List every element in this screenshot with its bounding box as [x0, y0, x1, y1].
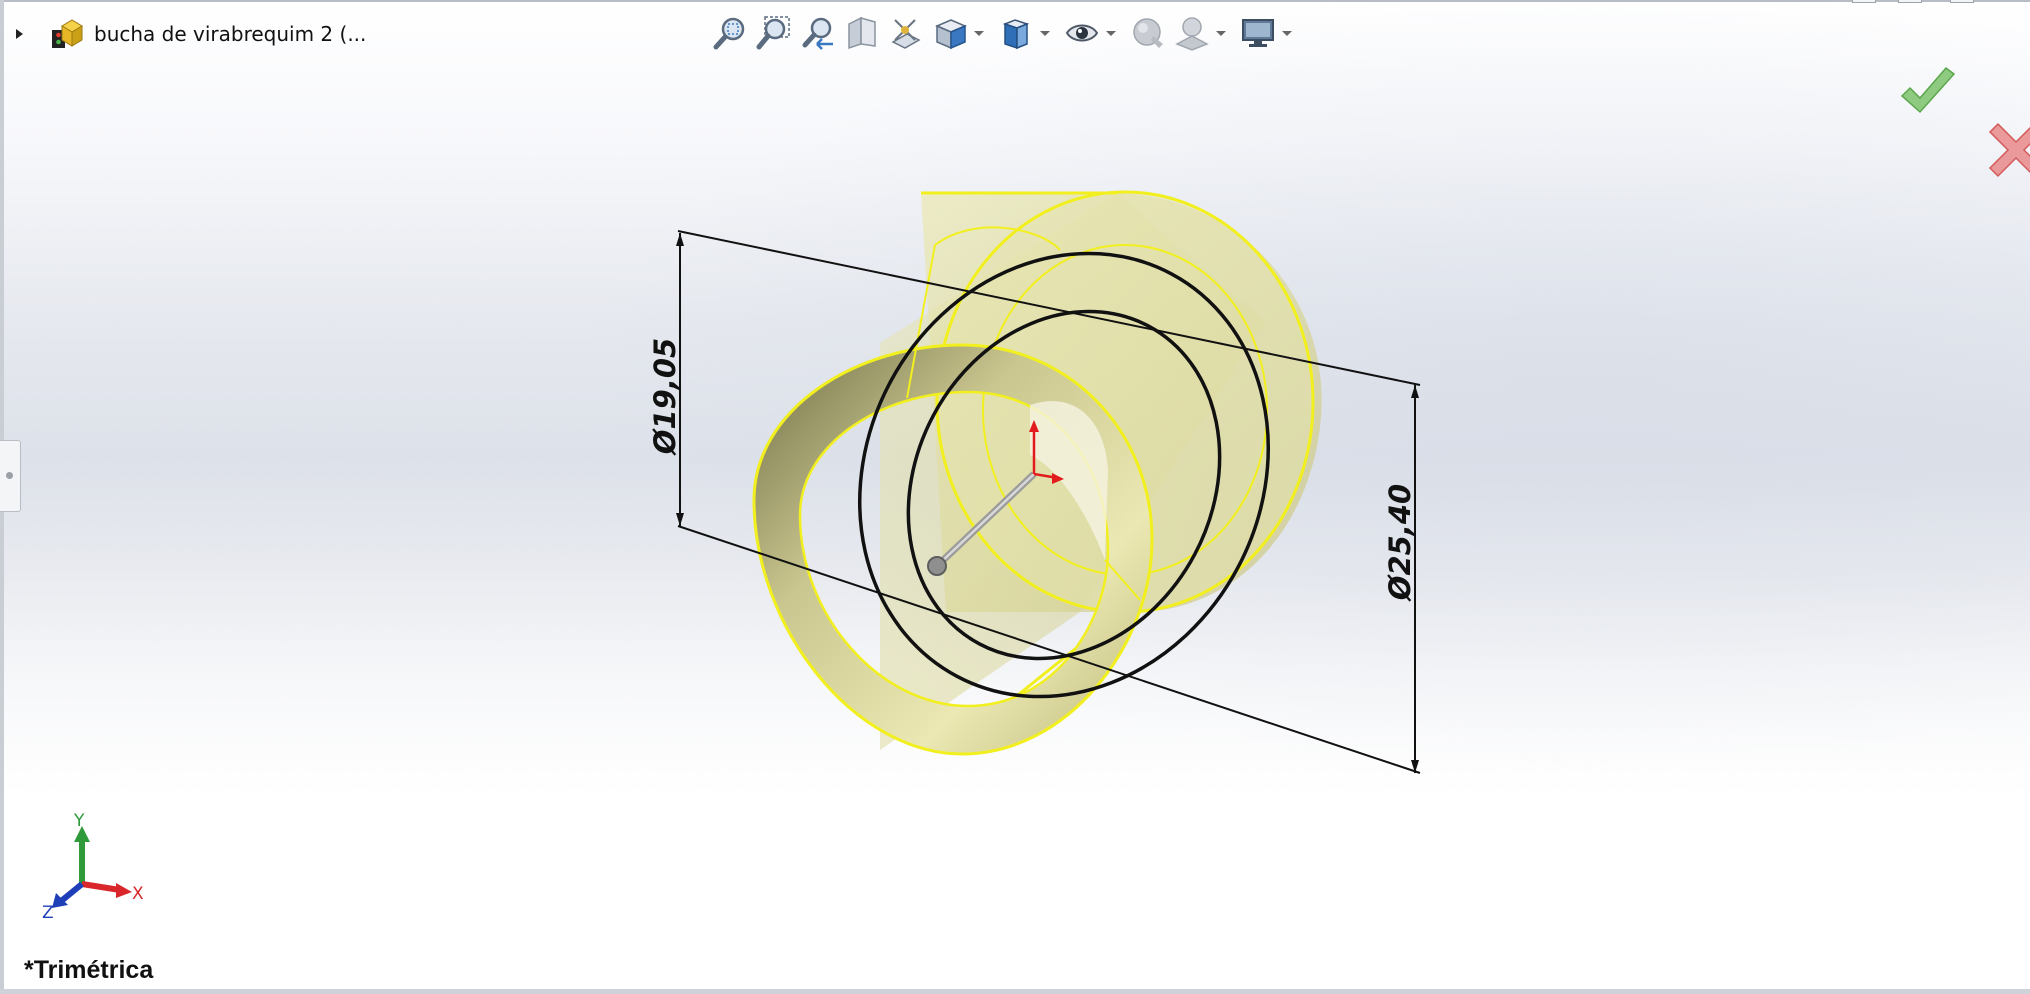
zoom-to-fit-button[interactable] [708, 11, 752, 55]
view-settings-icon [1242, 19, 1274, 47]
view-orientation-label: *Trimétrica [24, 956, 154, 984]
heads-up-view-toolbar [708, 10, 1302, 56]
apply-scene-icon [1175, 17, 1209, 51]
section-view-icon [848, 16, 876, 50]
display-style-dropdown[interactable] [1038, 11, 1052, 55]
triad-z-label: Z [42, 903, 54, 923]
display-style-icon [1002, 19, 1030, 50]
expand-tree-arrow-icon[interactable] [10, 25, 28, 43]
view-settings-button[interactable] [1236, 11, 1280, 55]
apply-scene-button[interactable] [1170, 11, 1214, 55]
dimension-outer-diameter[interactable]: Ø25,40 [1383, 385, 1419, 773]
view-settings-dropdown[interactable] [1280, 11, 1294, 55]
window-restore-button[interactable] [1898, 0, 1922, 3]
confirm-ok-check-icon[interactable] [1898, 66, 1958, 120]
part-title[interactable]: bucha de virabrequim 2 (... [94, 22, 367, 46]
feature-manager-collapse-handle[interactable] [0, 440, 21, 512]
window-bottom-border [0, 989, 2030, 994]
hide-show-items-icon [1065, 24, 1099, 42]
section-view-button[interactable] [840, 11, 884, 55]
dynamic-annotation-views-button[interactable] [884, 11, 928, 55]
previous-view-button[interactable] [796, 11, 840, 55]
view-orientation-dropdown[interactable] [972, 11, 986, 55]
previous-view-icon [802, 17, 833, 50]
sketch-circles[interactable] [783, 181, 1345, 769]
window-minimize-button[interactable] [1852, 0, 1876, 3]
zoom-to-fit-icon [713, 17, 745, 50]
apply-scene-dropdown[interactable] [1214, 11, 1228, 55]
edit-appearance-icon [1133, 18, 1163, 48]
window-close-button[interactable] [1950, 0, 1974, 3]
dimension-label-outer[interactable]: Ø25,40 [1383, 484, 1417, 602]
zoom-to-area-icon [756, 16, 790, 50]
view-orientation-button[interactable] [928, 11, 972, 55]
dynamic-annotation-views-icon [891, 19, 921, 49]
feature-tree-flyout: bucha de virabrequim 2 (... [10, 14, 366, 54]
window-top-border [0, 0, 2030, 2]
bushing-part[interactable] [752, 190, 1322, 756]
edit-appearance-button[interactable] [1126, 11, 1170, 55]
reference-triad[interactable]: Y X Z [42, 811, 144, 923]
triad-x-label: X [132, 884, 144, 904]
zoom-to-area-button[interactable] [752, 11, 796, 55]
dimension-label-inner[interactable]: Ø19,05 [648, 338, 682, 456]
view-orientation-icon [935, 19, 967, 50]
display-style-button[interactable] [994, 11, 1038, 55]
confirm-cancel-x-icon[interactable] [1984, 122, 2030, 178]
dimension-inner-diameter[interactable]: Ø19,05 [648, 230, 1421, 774]
hide-show-items-dropdown[interactable] [1104, 11, 1118, 55]
triad-y-label: Y [73, 811, 85, 831]
part-document-icon[interactable] [50, 16, 86, 52]
hide-show-items-button[interactable] [1060, 11, 1104, 55]
part-origin [927, 420, 1064, 576]
